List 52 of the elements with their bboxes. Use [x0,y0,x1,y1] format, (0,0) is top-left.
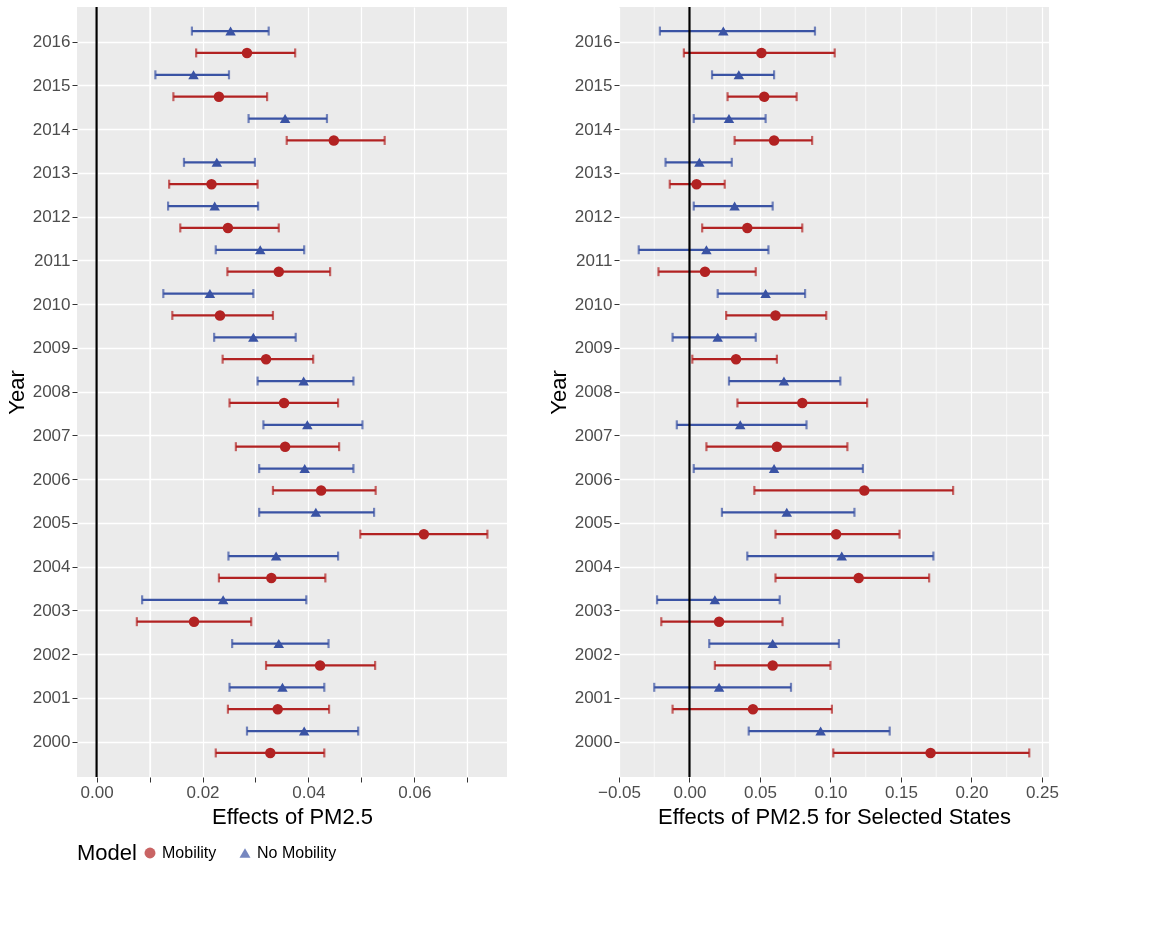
y-tick-label: 2010 [574,294,613,314]
y-tick-label: 2016 [574,32,613,51]
y-tick-label: 2005 [32,513,71,533]
y-tick-label: 2008 [32,382,71,401]
x-axis-title: Effects of PM2.5 [211,803,374,829]
y-tick-label: 2008 [574,382,613,401]
y-axis-title: Year [3,370,29,415]
y-tick-label: 2004 [32,557,71,576]
x-tick-label: 0.00 [673,782,707,802]
y-tick-label: 2009 [574,338,613,358]
y-tick-label: 2011 [33,250,71,270]
y-tick-label: 2011 [575,250,613,270]
x-tick-label: 0.20 [955,782,989,802]
y-tick-label: 2002 [574,644,613,664]
x-tick-label: 0.02 [186,782,220,802]
y-tick-label: 2007 [574,425,613,445]
y-axis-title: Year [545,370,571,415]
y-tick-label: 2013 [32,163,71,183]
y-tick-label: 2004 [574,557,613,576]
y-tick-label: 2010 [32,294,71,314]
y-tick-label: 2001 [32,688,71,708]
legend-label: Mobility [162,844,217,861]
y-tick-label: 2012 [574,207,613,226]
y-tick-label: 2015 [32,75,71,95]
y-tick-label: 2012 [32,207,71,226]
y-tick-label: 2006 [574,469,613,489]
y-tick-label: 2009 [32,338,71,358]
y-tick-label: 2001 [574,688,613,708]
y-tick-label: 2003 [574,600,613,620]
y-tick-label: 2005 [574,513,613,533]
y-tick-label: 2000 [32,732,71,751]
x-tick-label: 0.04 [292,782,326,802]
x-tick-label: −0.05 [597,782,642,802]
x-tick-label: 0.15 [884,782,919,802]
x-tick-label: 0.10 [814,782,848,802]
x-tick-label: 0.25 [1025,782,1059,802]
y-tick-label: 2003 [32,600,71,620]
y-tick-label: 2006 [32,469,71,489]
y-tick-label: 2014 [32,119,71,139]
x-tick-label: 0.05 [743,782,778,802]
y-tick-label: 2015 [574,75,613,95]
y-tick-label: 2013 [574,163,613,183]
legend-label: No Mobility [257,844,337,861]
y-tick-label: 2000 [574,732,613,751]
y-tick-label: 2014 [574,119,613,139]
legend-title: Model [77,840,137,865]
x-axis-title: Effects of PM2.5 for Selected States [658,803,1011,829]
y-tick-label: 2002 [32,644,71,664]
y-tick-label: 2016 [32,32,71,51]
x-tick-label: 0.00 [80,782,114,802]
y-tick-label: 2007 [32,425,71,445]
x-tick-label: 0.06 [398,782,432,802]
